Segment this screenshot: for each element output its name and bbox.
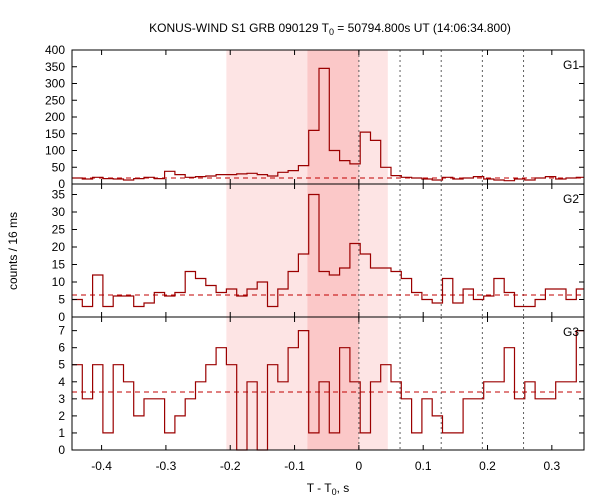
y-tick-label: 0	[58, 310, 65, 324]
count-histogram-g2	[72, 193, 584, 308]
y-tick-label: 7	[58, 324, 65, 338]
y-tick-label: 5	[58, 293, 65, 307]
y-tick-label: 2	[58, 409, 65, 423]
x-axis-label-main: T - T	[307, 481, 333, 495]
y-tick-label: 100	[45, 144, 65, 158]
y-tick-label: 6	[58, 341, 65, 355]
panel-frame	[71, 316, 585, 451]
shaded-interval-2	[307, 317, 359, 450]
y-tick-label: 25	[52, 223, 66, 237]
count-histogram-g3	[72, 330, 584, 451]
y-axis-label: counts / 16 ms	[6, 212, 20, 290]
shaded-interval-1	[226, 317, 388, 450]
shaded-interval-1	[226, 184, 388, 317]
y-tick-label: 4	[58, 375, 65, 389]
panel-label-g3: G3	[563, 325, 579, 339]
x-tick-label: 0.3	[543, 459, 560, 473]
y-tick-label: 150	[45, 127, 65, 141]
chart-title: KONUS-WIND S1 GRB 090129 T0 = 50794.800s…	[149, 21, 511, 37]
shaded-interval-1	[226, 50, 388, 184]
x-axis-label: T - T0, s	[307, 481, 350, 497]
y-tick-label: 5	[58, 358, 65, 372]
panel-g3: 0 1 2 3 4 5 6 7 G3	[58, 316, 585, 457]
panel-label-g1: G1	[563, 58, 579, 72]
x-tick-label: -0.4	[91, 459, 112, 473]
y-tick-label: 3	[58, 392, 65, 406]
y-tick-label: 350	[45, 60, 65, 74]
chart-title-main: KONUS-WIND S1 GRB 090129 T	[149, 21, 330, 35]
y-tick-label: 0	[58, 443, 65, 457]
x-axis-label-rest: , s	[337, 481, 350, 495]
y-tick-label: 50	[52, 160, 66, 174]
panel-label-g2: G2	[563, 192, 579, 206]
y-tick-label: 10	[52, 275, 66, 289]
y-tick-label: 200	[45, 110, 65, 124]
y-tick-label: 300	[45, 77, 65, 91]
y-tick-label: 15	[52, 258, 66, 272]
chart-title-subscript: 0	[329, 27, 334, 37]
plot-area: 050100150200250300350400G105101520253035…	[45, 43, 585, 473]
y-tick-label: 35	[52, 188, 66, 202]
x-tick-label: -0.3	[156, 459, 177, 473]
x-tick-label: 0.1	[415, 459, 432, 473]
x-tick-label: 0.2	[479, 459, 496, 473]
chart-title-rest: = 50794.800s UT (14:06:34.800)	[334, 21, 511, 35]
x-axis-label-subscript: 0	[332, 487, 337, 497]
x-tick-label: -0.1	[284, 459, 305, 473]
y-tick-label: 20	[52, 240, 66, 254]
count-histogram-g1	[72, 67, 584, 182]
y-tick-label: 0	[58, 177, 65, 191]
shaded-interval-2	[307, 184, 359, 317]
y-tick-label: 400	[45, 43, 65, 57]
panel-g2: 0 5 10 15 20 25 30 35 G2	[52, 183, 585, 324]
panel-g1: 0 50 100 150 200 250 300 350 400 G1	[45, 43, 585, 191]
y-tick-label: 250	[45, 93, 65, 107]
x-tick-label: -0.2	[220, 459, 241, 473]
y-tick-label: 30	[52, 205, 66, 219]
x-tick-label: 0	[356, 459, 363, 473]
y-tick-label: 1	[58, 426, 65, 440]
